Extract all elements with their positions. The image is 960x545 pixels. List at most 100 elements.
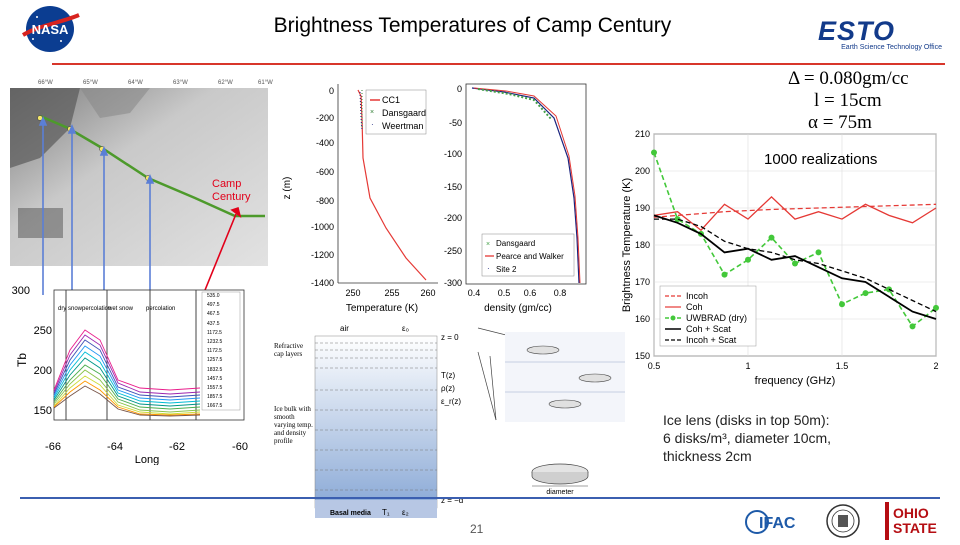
bt-xtick-label: 2	[933, 361, 938, 371]
bt-xtick-label: 0.5	[648, 361, 661, 371]
tb-xlabel: Long	[135, 454, 159, 465]
svg-text:-1000: -1000	[311, 222, 334, 232]
bt-legend-incoh-scat: Incoh + Scat	[686, 335, 737, 345]
bt-xlabel: frequency (GHz)	[755, 375, 836, 387]
svg-text:T(z): T(z)	[441, 371, 456, 380]
svg-text:-600: -600	[316, 167, 334, 177]
esto-logo: ESTO Earth Science Technology Office	[818, 16, 942, 52]
svg-text:·: ·	[371, 120, 374, 129]
tb-ytick-250: 250	[34, 325, 52, 337]
svg-text:percolation: percolation	[82, 306, 111, 312]
camp-century-label: Camp Century	[212, 178, 251, 203]
svg-text:×: ×	[486, 241, 490, 248]
ice-layer-diagram: air ε₀ z = 0 T(z) ρ(z) ε_r(z) z = −d Bas…	[270, 318, 485, 518]
bt-series-coh-scat	[653, 214, 937, 320]
ifac-logo: IFAC	[745, 508, 810, 536]
svg-text:·: ·	[487, 264, 490, 273]
param-delta: Δ = 0.080gm/cc	[788, 68, 909, 89]
bt-chart: 150 160 170 180 190 200 210 0.5 1 1.5 2 1000 reali…	[618, 120, 950, 392]
svg-text:0.5: 0.5	[498, 288, 511, 298]
tb-ytick-150: 150	[34, 405, 52, 417]
svg-text:-400: -400	[316, 138, 334, 148]
tb-ytick-200: 200	[34, 365, 52, 377]
svg-text:-150: -150	[444, 182, 462, 192]
svg-text:ε_r(z): ε_r(z)	[441, 397, 461, 406]
diagram-refractive-label: Refractive cap layers	[274, 342, 304, 358]
param-alpha: α = 75m	[808, 112, 872, 133]
temp-legend-dansgaard: Dansgaard	[382, 108, 426, 118]
svg-text:-300: -300	[444, 278, 462, 288]
density-chart: × · Dansgaard Pearce and Walker Site 2 0…	[434, 78, 594, 318]
svg-text:diameter: diameter	[546, 489, 574, 496]
svg-text:-100: -100	[444, 149, 462, 159]
svg-text:255: 255	[384, 288, 399, 298]
bt-uwbrad-point	[651, 149, 657, 156]
footer-divider	[20, 497, 940, 499]
svg-text:IFAC: IFAC	[759, 515, 796, 532]
bt-ytick-label: 180	[635, 240, 650, 250]
svg-text:dry snow: dry snow	[58, 306, 83, 312]
bt-xtick-label: 1	[745, 361, 750, 371]
bt-uwbrad-point	[839, 301, 845, 308]
tb-xtick-4: -60	[232, 441, 248, 453]
bt-uwbrad-point	[674, 216, 681, 223]
bt-ytick-label: 160	[635, 314, 650, 324]
temp-ylabel: z (m)	[282, 177, 293, 200]
svg-text:0: 0	[457, 84, 462, 94]
header-divider	[52, 63, 945, 65]
svg-text:-1400: -1400	[311, 278, 334, 288]
bt-legend-incoh: Incoh	[686, 291, 708, 301]
svg-text:-200: -200	[316, 113, 334, 123]
tb-legend: 535.0 497.5 467.5 437.5 1172.5 1232.5 1172.5…	[207, 293, 223, 410]
tb-xtick-3: -62	[169, 441, 185, 453]
svg-text:0.8: 0.8	[554, 288, 567, 298]
svg-text:0: 0	[329, 86, 334, 96]
svg-text:OHIO: OHIO	[893, 505, 929, 521]
svg-text:z = 0: z = 0	[441, 333, 459, 342]
bt-annotation: 1000 realizations	[764, 151, 877, 168]
bt-ytick-label: 210	[635, 129, 650, 139]
bt-series-coh	[653, 196, 937, 232]
density-legend-2: Pearce and Walker	[496, 252, 564, 261]
temperature-chart: × · CC1 Dansgaard Weertman 0 -200 -400 -…	[278, 78, 443, 318]
svg-text:0.4: 0.4	[468, 288, 481, 298]
svg-text:0.6: 0.6	[524, 288, 537, 298]
diagram-bulk-label: Ice bulk with smooth varying temp. and d…	[274, 405, 313, 445]
bt-uwbrad-point	[862, 290, 869, 297]
bt-ytick-label: 150	[635, 351, 650, 361]
svg-text:×: ×	[370, 109, 374, 116]
svg-text:wet snow: wet snow	[107, 306, 134, 312]
tb-xtick-1: -66	[45, 441, 61, 453]
svg-text:ε₂: ε₂	[402, 508, 409, 517]
bt-uwbrad-point	[721, 271, 728, 278]
page-title: Brightness Temperatures of Camp Century	[273, 14, 672, 37]
density-xlabel: density (gm/cc)	[484, 303, 552, 314]
bt-uwbrad-point	[909, 323, 916, 330]
tb-chart: dry snow percolation wet snow percolatio…	[0, 280, 275, 466]
bt-xtick-label: 1.5	[836, 361, 849, 371]
svg-text:z = −d: z = −d	[441, 496, 463, 505]
university-seal	[825, 503, 861, 539]
bt-uwbrad-point	[792, 260, 798, 267]
bt-uwbrad-point	[933, 304, 939, 311]
temp-xlabel: Temperature (K)	[346, 303, 418, 314]
tb-ytick-300: 300	[12, 285, 30, 297]
bt-legend-uwbrad: UWBRAD (dry)	[686, 313, 747, 323]
temp-legend-cc1: CC1	[382, 95, 400, 105]
svg-text:STATE: STATE	[893, 520, 937, 536]
bt-uwbrad-point	[745, 256, 751, 263]
bt-series-incoh	[653, 203, 937, 218]
bt-legend-coh: Coh	[686, 302, 703, 312]
disk-detail: diameter	[525, 452, 595, 497]
parameters-block: Δ = 0.080gm/cc l = 15cm α = 75m	[788, 68, 938, 134]
bt-ylabel: Brightness Temperature (K)	[621, 178, 633, 312]
page-number: 21	[470, 522, 484, 536]
tb-xtick-2: -64	[107, 441, 123, 453]
param-l: l = 15cm	[814, 90, 882, 111]
tb-ylabel: Tb	[15, 353, 29, 367]
satellite-map	[10, 88, 268, 266]
density-legend-3: Site 2	[496, 265, 517, 274]
svg-text:-250: -250	[444, 246, 462, 256]
bt-ytick-label: 190	[635, 203, 650, 213]
